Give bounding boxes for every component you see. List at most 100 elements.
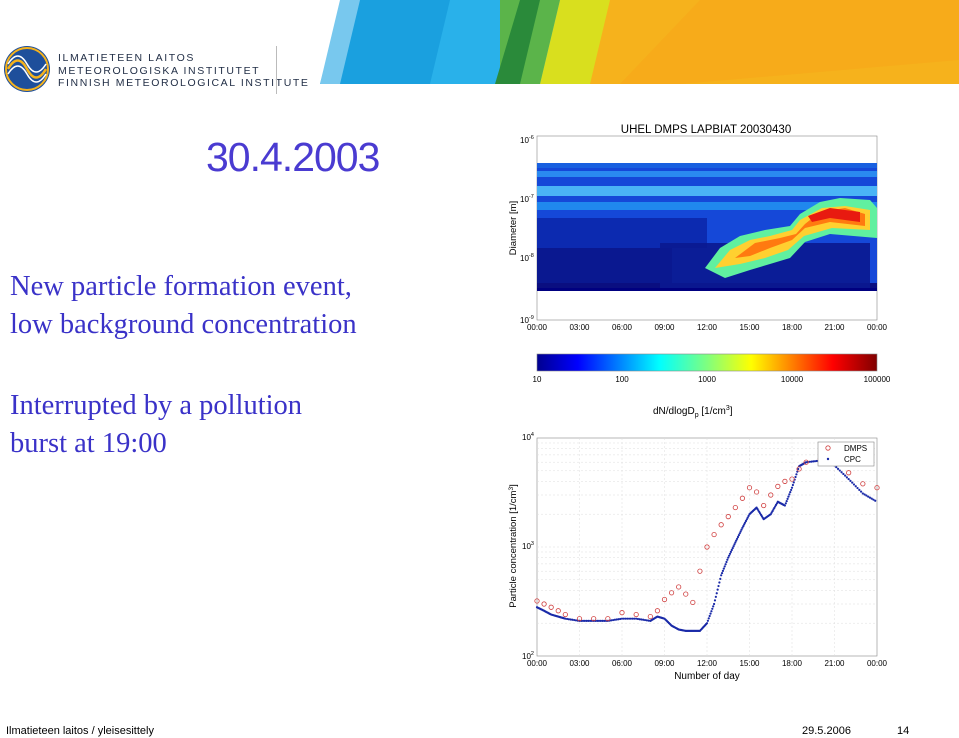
heatmap-ytick: 10-8 (520, 253, 534, 263)
conc-xtick: 06:00 (612, 659, 633, 668)
dmps-point (654, 608, 661, 614)
cpc-point (746, 516, 749, 519)
cpc-point (788, 493, 791, 496)
cpc-point (715, 592, 718, 595)
concentration-x-ticks: 00:00 03:00 06:00 09:00 12:00 15:00 18:00 21:00… (527, 659, 888, 668)
cpc-point (636, 617, 640, 621)
dmps-point (576, 616, 583, 622)
header-divider (276, 46, 277, 94)
heatmap-xtick: 06:00 (612, 323, 633, 332)
cpc-point (612, 618, 615, 622)
cpc-point (795, 473, 798, 476)
cpc-point (610, 619, 613, 622)
conc-xtick: 00:00 (867, 659, 888, 668)
cpc-point (729, 550, 733, 554)
cpc-point (734, 541, 737, 544)
cpc-point (851, 481, 854, 484)
conc-xtick: 21:00 (824, 659, 845, 668)
colorbar-tick: 10000 (781, 375, 804, 384)
colorbar-tick: 100000 (864, 375, 891, 384)
colorbar-tick: 10 (533, 375, 542, 384)
dmps-point (860, 481, 866, 487)
heatmap-xtick: 09:00 (654, 323, 675, 332)
cpc-point (617, 618, 620, 621)
cpc-point (847, 477, 850, 481)
concentration-points (534, 456, 880, 632)
heatmap-xtick: 12:00 (697, 323, 718, 332)
header-banner (320, 0, 959, 84)
conc-xtick: 15:00 (739, 659, 760, 668)
concentration-chart: Particle concentration [1/cm3] 104 103 1… (508, 432, 888, 682)
institute-name: ILMATIETEEN LAITOS METEOROLOGISKA INSTIT… (58, 52, 310, 90)
conc-ytick: 104 (522, 432, 534, 442)
cpc-point (812, 460, 815, 463)
footer-organization: Ilmatieteen laitos / yleisesittely (6, 725, 154, 737)
colorbar-ticks: 10 100 1000 10000 100000 (533, 375, 891, 384)
cpc-point (705, 622, 709, 625)
cpc-point (740, 528, 743, 531)
dmps-point (697, 568, 703, 574)
conc-ytick: 102 (522, 651, 534, 661)
dmps-point (782, 478, 788, 484)
cpc-point (716, 588, 719, 591)
cpc-point (629, 617, 632, 620)
colorbar-tick: 100 (615, 375, 629, 384)
cpc-point (786, 497, 789, 500)
cpc-point (724, 563, 727, 566)
cpc-point (627, 617, 631, 620)
cpc-point (712, 602, 716, 606)
cpc-point (711, 607, 714, 610)
heatmap-xtick: 00:00 (527, 323, 548, 332)
cpc-point (730, 548, 733, 552)
conc-xtick: 09:00 (654, 659, 675, 668)
heatmap-xtick: 15:00 (739, 323, 760, 332)
cpc-point (581, 619, 585, 622)
cpc-point (743, 523, 746, 526)
cpc-point (845, 476, 848, 479)
cpc-point (874, 499, 877, 502)
cpc-point (728, 552, 732, 555)
slide-date-heading: 30.4.2003 (206, 134, 380, 180)
cpc-point (573, 618, 576, 622)
cpc-point (838, 469, 841, 472)
cpc-point (854, 485, 857, 488)
cpc-point (863, 493, 866, 496)
dmps-point (541, 601, 547, 607)
dmps-point (704, 544, 710, 550)
cpc-point (743, 521, 747, 524)
footer-page-number: 14 (897, 725, 910, 737)
cpc-point (721, 569, 725, 572)
cpc-point (631, 617, 634, 620)
colorbar-tick: 1000 (698, 375, 716, 384)
dmps-point (761, 502, 767, 509)
text-interrupt-line2: burst at 19:00 (10, 428, 167, 459)
dmps-point (789, 476, 795, 482)
concentration-legend: DMPS CPC (817, 441, 875, 467)
cpc-point (619, 617, 622, 621)
cpc-point (789, 491, 792, 494)
cpc-point (633, 617, 636, 620)
institute-name-fi: ILMATIETEEN LAITOS (58, 52, 195, 64)
dmps-point (746, 485, 753, 491)
cpc-point (852, 483, 856, 486)
cpc-point (859, 490, 863, 493)
dmps-point (753, 489, 760, 495)
cpc-point (736, 535, 740, 539)
cpc-point (732, 545, 735, 548)
cpc-point (626, 617, 629, 620)
cpc-point (792, 481, 795, 484)
dmps-point (591, 616, 597, 622)
heatmap-plot-area (536, 135, 878, 321)
dmps-point (846, 470, 852, 476)
cpc-point (620, 617, 624, 620)
cpc-point (706, 619, 709, 622)
dmps-point (668, 590, 675, 596)
dmps-point (768, 492, 774, 498)
text-event-line1: New particle formation event, (10, 271, 352, 302)
conc-ylabel: Particle concentration [1/cm3] (508, 484, 519, 608)
heatmap-x-ticks: 00:00 03:00 06:00 09:00 12:00 15:00 18:00 21:00… (527, 323, 888, 332)
cpc-point (710, 610, 713, 613)
heatmap-ytick: 10-6 (520, 135, 534, 145)
heatmap-title: UHEL DMPS LAPBIAT 20030430 (621, 124, 791, 136)
cpc-point (640, 618, 643, 621)
